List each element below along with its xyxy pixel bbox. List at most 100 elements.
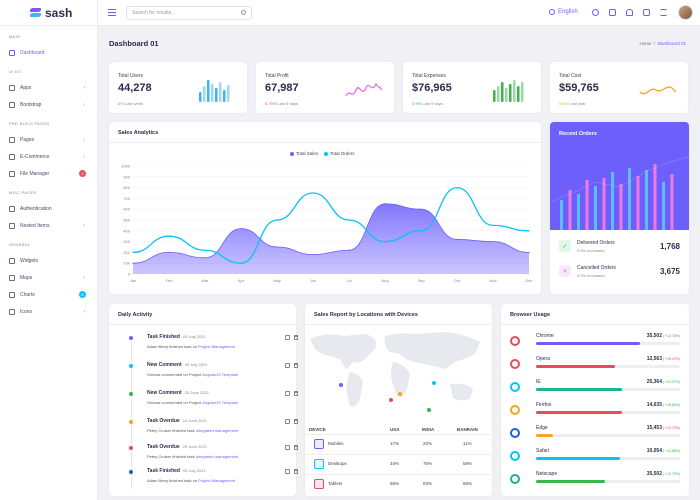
delete-icon[interactable]	[294, 419, 298, 424]
browser-value: 10,054	[646, 448, 662, 454]
report-usa: 17%	[390, 441, 400, 446]
menu-toggle-icon[interactable]	[108, 9, 116, 16]
map-marker-usa[interactable]	[339, 383, 343, 387]
sidebar-item-file-manager[interactable]: File Manager 2	[0, 165, 97, 182]
data-point[interactable]	[348, 249, 350, 251]
search-input[interactable]: Search for results...	[126, 6, 252, 20]
data-point[interactable]	[456, 187, 458, 189]
activity-link[interactable]: Integrated management	[195, 428, 239, 433]
data-point[interactable]	[492, 241, 494, 243]
sidebar-right-icon[interactable]	[660, 9, 667, 16]
sidebar-item-nested-items[interactable]: Nested Items ›	[0, 217, 97, 234]
sidebar-item-e-commerce[interactable]: E-Commerce ›	[0, 148, 97, 165]
sidebar-item-widgets[interactable]: Widgets	[0, 252, 97, 269]
edit-icon[interactable]	[285, 419, 290, 424]
edit-icon[interactable]	[285, 445, 290, 450]
browser-percent: ( +15.63%)	[662, 403, 680, 407]
data-point[interactable]	[528, 230, 530, 232]
sidebar-item-maps[interactable]: Maps ›	[0, 269, 97, 286]
dark-mode-icon[interactable]	[592, 9, 599, 16]
activity-link[interactable]: Project Management	[198, 344, 236, 349]
stat-label: Total Cost	[559, 73, 582, 79]
stat-period: Last week	[124, 101, 143, 106]
sales-legend: Total Sales Total Orders	[290, 151, 355, 156]
data-point[interactable]	[528, 251, 530, 253]
legend-total-orders[interactable]: Total Orders	[324, 151, 355, 156]
browser-row-netscape[interactable]: Netscape 35,502( +12.75%)	[510, 471, 680, 491]
map-marker-bahrain[interactable]	[398, 392, 402, 396]
message-icon[interactable]	[643, 9, 650, 16]
browser-row-ie[interactable]: IE 25,364( +24.37%)	[510, 379, 680, 399]
data-point[interactable]	[384, 241, 386, 243]
data-point[interactable]	[420, 230, 422, 232]
delete-icon[interactable]	[294, 469, 298, 474]
topbar: Search for results... English	[98, 0, 700, 26]
activity-link[interactable]: AngularJS Template	[202, 372, 239, 377]
browser-name: Safari	[536, 448, 550, 454]
edit-icon[interactable]	[285, 469, 290, 474]
data-point[interactable]	[348, 219, 350, 221]
activity-link[interactable]: Integrated management	[195, 454, 239, 459]
recent-order-row[interactable]: ✕ Cancelled Orders 2.2% increased 3,675	[559, 261, 680, 283]
activity-link[interactable]: AngularJS Template	[202, 400, 239, 405]
data-point[interactable]	[204, 257, 206, 259]
data-point[interactable]	[276, 219, 278, 221]
browser-row-opera[interactable]: Opera 12,563( +15.12%)	[510, 356, 680, 376]
stat-label: Total Expenses	[412, 73, 446, 79]
sidebar-item-pages[interactable]: Pages ›	[0, 131, 97, 148]
data-point[interactable]	[168, 235, 170, 237]
activity-item: Task Finished 09 July 2021 Adam Berry fini…	[118, 468, 298, 490]
edit-icon[interactable]	[285, 363, 290, 368]
map-marker-asia[interactable]	[432, 381, 436, 385]
activity-text: Adam Berry finished task on Project Mana…	[147, 478, 236, 483]
data-point[interactable]	[132, 251, 134, 253]
delete-icon[interactable]	[294, 363, 298, 368]
data-point[interactable]	[276, 246, 278, 248]
data-point[interactable]	[384, 203, 386, 205]
delete-icon[interactable]	[294, 335, 298, 340]
fullscreen-icon[interactable]	[609, 9, 616, 16]
recent-order-row[interactable]: ✓ Delivered Orders 5.6% increased 1,768	[559, 236, 680, 258]
data-point[interactable]	[312, 253, 314, 256]
activity-link[interactable]: Project Management	[198, 478, 236, 483]
sidebar-item-bootstrap[interactable]: Bootstrap ›	[0, 96, 97, 113]
data-point[interactable]	[492, 224, 494, 226]
delete-icon[interactable]	[294, 391, 298, 396]
sidebar-item-apps[interactable]: Apps ›	[0, 79, 97, 96]
sidebar-item-charts[interactable]: Charts 6	[0, 286, 97, 303]
user-avatar[interactable]	[678, 5, 693, 20]
breadcrumb-current: Dashboard 01	[657, 41, 686, 46]
sidebar-item-icons[interactable]: Icons ›	[0, 303, 97, 320]
edit-icon[interactable]	[285, 335, 290, 340]
data-point[interactable]	[204, 249, 206, 251]
data-point[interactable]	[132, 262, 134, 264]
report-row[interactable]: Mobiles 17% 22% 11%	[305, 434, 492, 452]
world-map[interactable]	[305, 324, 492, 424]
data-point[interactable]	[312, 192, 314, 194]
breadcrumb-home[interactable]: Home	[639, 41, 652, 46]
report-row[interactable]: Desktops 34% 76% 58%	[305, 454, 492, 472]
browser-row-chrome[interactable]: Chrome 35,502( +12.75%)	[510, 333, 680, 353]
search-icon[interactable]	[241, 10, 246, 15]
sidebar-item-dashboard[interactable]: Dashboard	[0, 44, 97, 61]
sidebar-item-authentication[interactable]: Authentication	[0, 200, 97, 217]
data-point[interactable]	[420, 208, 422, 210]
map-marker-africa[interactable]	[389, 398, 393, 402]
browser-row-edge[interactable]: Edge 15,453( +23.70%)	[510, 425, 680, 445]
report-row[interactable]: Tablets 56% 83% 66%	[305, 474, 492, 492]
edit-icon[interactable]	[285, 391, 290, 396]
notification-bell-icon[interactable]	[626, 9, 633, 16]
map-marker-india[interactable]	[427, 408, 431, 412]
browser-row-safari[interactable]: Safari 10,054( +11.58%)	[510, 448, 680, 468]
sidebar-item-icon	[9, 84, 15, 91]
legend-total-sales[interactable]: Total Sales	[290, 151, 318, 156]
data-point[interactable]	[456, 238, 458, 241]
language-selector[interactable]: English	[549, 9, 578, 15]
data-point[interactable]	[240, 262, 242, 264]
data-point[interactable]	[168, 251, 170, 253]
sidebar-item-label: Charts	[20, 291, 35, 298]
browser-row-firefox[interactable]: Firefox 14,635( +15.63%)	[510, 402, 680, 422]
brand-logo[interactable]: sash	[0, 0, 97, 26]
data-point[interactable]	[240, 228, 242, 230]
delete-icon[interactable]	[294, 445, 298, 450]
